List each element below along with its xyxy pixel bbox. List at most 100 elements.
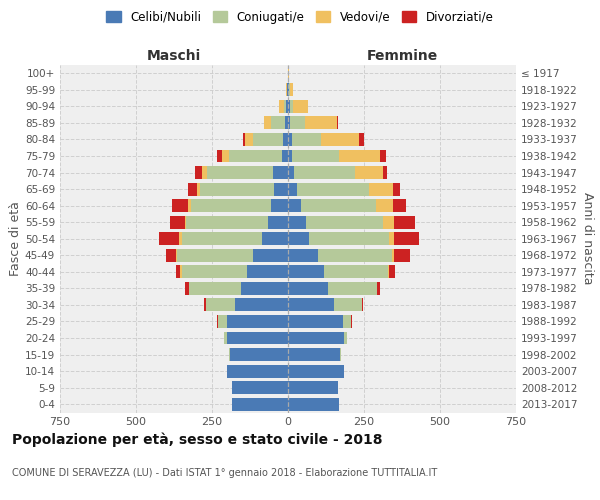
Bar <box>288 381 338 394</box>
Bar <box>389 266 395 278</box>
Bar <box>392 249 394 262</box>
Bar <box>290 84 293 96</box>
Bar <box>292 150 339 162</box>
Bar <box>271 199 288 212</box>
Bar <box>343 315 351 328</box>
Bar <box>288 348 340 361</box>
Bar <box>217 315 218 328</box>
Bar <box>182 232 262 245</box>
Y-axis label: Anni di nascita: Anni di nascita <box>581 192 594 285</box>
Bar <box>222 150 229 162</box>
Bar <box>206 298 235 312</box>
Bar <box>344 332 347 344</box>
Bar <box>351 315 352 328</box>
Bar <box>288 166 294 179</box>
Bar <box>319 249 392 262</box>
Bar <box>224 332 227 344</box>
Bar <box>368 182 394 196</box>
Bar <box>288 199 301 212</box>
Bar <box>278 100 284 113</box>
Bar <box>334 298 362 312</box>
Bar <box>166 249 176 262</box>
Bar <box>180 266 182 278</box>
Bar <box>394 182 400 196</box>
Bar <box>227 364 288 378</box>
Bar <box>176 266 180 278</box>
Text: Femmine: Femmine <box>367 48 437 62</box>
Bar <box>160 232 179 245</box>
Text: Popolazione per età, sesso e stato civile - 2018: Popolazione per età, sesso e stato civil… <box>12 432 383 447</box>
Bar <box>288 150 292 162</box>
Bar <box>290 116 305 130</box>
Text: Maschi: Maschi <box>147 48 201 62</box>
Bar <box>288 116 290 130</box>
Text: COMUNE DI SERAVEZZA (LU) - Dati ISTAT 1° gennaio 2018 - Elaborazione TUTTITALIA.: COMUNE DI SERAVEZZA (LU) - Dati ISTAT 1°… <box>12 468 437 477</box>
Bar <box>288 182 297 196</box>
Bar <box>337 116 338 130</box>
Bar <box>197 182 200 196</box>
Bar <box>285 116 288 130</box>
Bar <box>359 133 364 146</box>
Bar <box>182 266 247 278</box>
Bar <box>305 116 337 130</box>
Bar <box>229 348 230 361</box>
Bar <box>376 199 393 212</box>
Bar <box>191 199 271 212</box>
Bar <box>288 298 334 312</box>
Bar <box>232 398 288 410</box>
Bar <box>208 166 273 179</box>
Bar <box>362 298 363 312</box>
Bar <box>241 282 288 295</box>
Bar <box>217 150 222 162</box>
Bar <box>227 315 288 328</box>
Bar <box>288 133 292 146</box>
Bar <box>179 232 182 245</box>
Bar <box>268 216 288 228</box>
Bar <box>177 249 253 262</box>
Bar <box>263 116 271 130</box>
Bar <box>232 381 288 394</box>
Bar <box>271 116 285 130</box>
Bar <box>288 100 290 113</box>
Bar <box>286 84 287 96</box>
Bar <box>328 282 377 295</box>
Bar <box>340 348 341 361</box>
Bar <box>253 249 288 262</box>
Bar <box>188 199 191 212</box>
Bar <box>288 216 306 228</box>
Bar <box>293 100 308 113</box>
Bar <box>389 232 394 245</box>
Bar <box>288 315 343 328</box>
Bar <box>185 216 186 228</box>
Bar <box>393 199 406 212</box>
Bar <box>320 133 359 146</box>
Bar <box>195 166 202 179</box>
Bar <box>229 150 282 162</box>
Bar <box>290 100 293 113</box>
Bar <box>230 348 288 361</box>
Bar <box>185 282 189 295</box>
Bar <box>253 133 283 146</box>
Bar <box>200 182 274 196</box>
Bar <box>262 232 288 245</box>
Bar <box>273 166 288 179</box>
Bar <box>306 216 383 228</box>
Bar <box>292 133 320 146</box>
Bar <box>388 266 389 278</box>
Bar <box>339 150 380 162</box>
Bar <box>289 84 290 96</box>
Legend: Celibi/Nubili, Coniugati/e, Vedovi/e, Divorziati/e: Celibi/Nubili, Coniugati/e, Vedovi/e, Di… <box>101 6 499 28</box>
Bar <box>186 216 268 228</box>
Bar <box>288 232 309 245</box>
Bar <box>172 199 188 212</box>
Bar <box>282 150 288 162</box>
Bar <box>189 282 241 295</box>
Bar <box>383 166 388 179</box>
Bar <box>394 232 419 245</box>
Bar <box>235 298 288 312</box>
Bar <box>294 166 355 179</box>
Bar <box>283 133 288 146</box>
Bar <box>288 84 289 96</box>
Bar <box>380 150 386 162</box>
Bar <box>288 67 289 80</box>
